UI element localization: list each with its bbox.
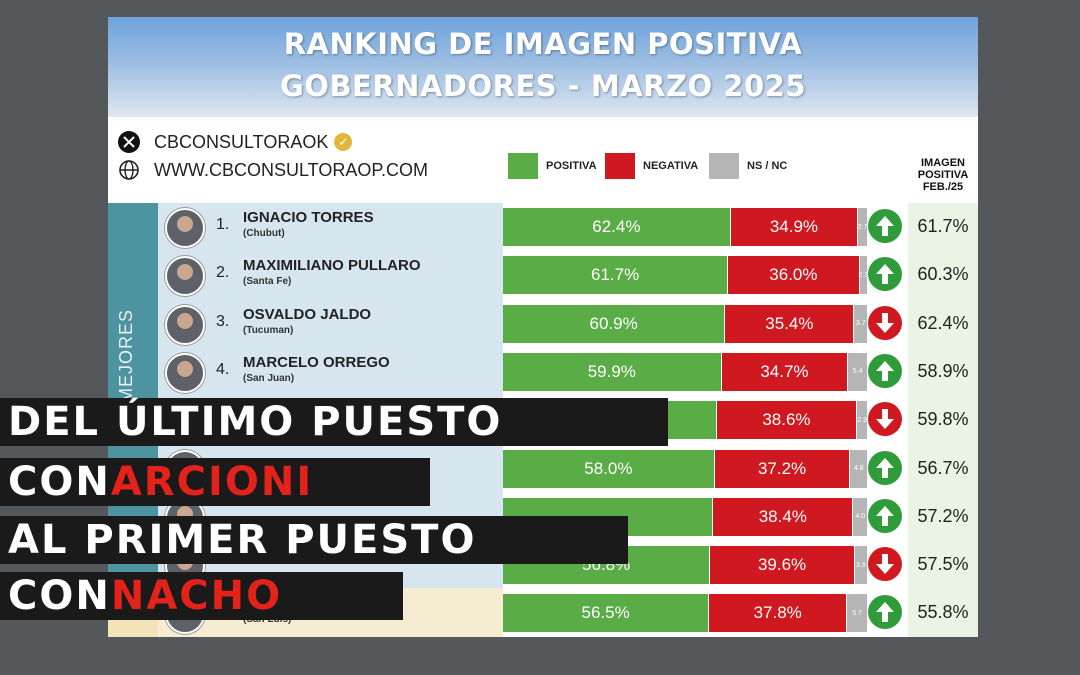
verified-badge-icon: ✓	[334, 133, 353, 151]
brand-website-row: WWW.CBCONSULTORAOP.COM	[118, 159, 428, 181]
legend-negative-swatch	[605, 153, 635, 179]
brand-handle-row: CBCONSULTORAOK ✓	[118, 131, 353, 153]
feb-value: 61.7%	[917, 216, 969, 236]
feb-value: 58.9%	[917, 360, 969, 381]
arrow-up-icon	[868, 450, 902, 485]
chart-row: 1. IGNACIO TORRES (Chubut) 62.4% 34.9% 2.7 61.…	[108, 203, 978, 251]
nsnc-bar: 2.7	[858, 208, 867, 246]
legend-nsnc-label: NS / NC	[747, 160, 788, 172]
positive-bar: 59.9%	[503, 352, 721, 391]
nsnc-bar: 3.6	[854, 546, 867, 585]
rank-number: 1.	[216, 216, 230, 233]
rank-number: 2.	[216, 264, 230, 282]
nsnc-bar: 5.4	[848, 352, 867, 391]
positive-bar: 62.4%	[503, 208, 730, 246]
caption-line-1-text: DEL ÚLTIMO PUESTO	[8, 399, 503, 445]
governor-province: (Tucuman)	[243, 324, 294, 336]
governor-name: MARCELO ORREGO	[243, 353, 390, 371]
caption-highlight-nacho: NACHO	[110, 573, 283, 619]
chart-row: 3. OSVALDO JALDO (Tucuman) 60.9% 35.4% 3.7 62.…	[108, 300, 978, 348]
negative-bar: 36.0%	[728, 256, 859, 295]
positive-bar: 58.0%	[503, 449, 714, 488]
governor-avatar	[165, 208, 205, 248]
caption-line-4-text: CON	[8, 573, 111, 619]
governor-name: OSVALDO JALDO	[243, 305, 372, 323]
nsnc-bar: 5.7	[847, 594, 867, 633]
governor-province: (San Juan)	[243, 372, 295, 384]
chart-row: 4. MARCELO ORREGO (San Juan) 59.9% 34.7% 5.4 5…	[108, 348, 978, 396]
feb-value: 60.3%	[917, 264, 969, 285]
legend-positive-label: POSITIVA	[546, 160, 597, 172]
negative-bar: 34.7%	[721, 352, 848, 391]
feb-value: 59.8%	[917, 409, 969, 430]
arrow-up-icon	[868, 257, 902, 292]
nsnc-bar: 3.7	[854, 304, 867, 343]
feb-column-header: IMAGEN POSITIVA FEB./25	[908, 157, 978, 193]
caption-line-2: CON ARCIONI	[0, 458, 430, 506]
arrow-up-icon	[868, 498, 902, 533]
caption-line-2-text: CON	[8, 459, 111, 505]
legend-nsnc: NS / NC	[709, 153, 787, 179]
legend-negative: NEGATIVA	[605, 153, 698, 179]
feb-header-line-2: POSITIVA	[917, 169, 969, 181]
caption-line-4: CON NACHO	[0, 572, 403, 620]
rank-number: 4.	[216, 360, 230, 378]
feb-column	[908, 203, 978, 637]
feb-value: 57.5%	[917, 554, 969, 575]
governor-name: IGNACIO TORRES	[243, 209, 374, 226]
governor-avatar	[165, 304, 205, 345]
legend-negative-label: NEGATIVA	[643, 160, 699, 172]
legend-positive: POSITIVA	[508, 153, 597, 179]
arrow-up-icon	[868, 353, 902, 388]
negative-bar: 39.6%	[710, 546, 854, 585]
negative-bar: 34.9%	[730, 208, 858, 246]
nsnc-bar: 2.3	[858, 256, 868, 295]
caption-line-1: DEL ÚLTIMO PUESTO	[0, 398, 668, 446]
negative-bar: 37.8%	[709, 594, 847, 633]
feb-header-line-1: IMAGEN	[921, 157, 965, 169]
arrow-down-icon	[868, 547, 902, 582]
brand-handle: CBCONSULTORAOK	[154, 131, 329, 152]
positive-bar: 60.9%	[503, 304, 725, 343]
chart-row: 2. MAXIMILIANO PULLARO (Santa Fe) 61.7% 36.0…	[108, 251, 978, 299]
chart-row: 56.8% 39.6% 3.6 57.5%	[108, 541, 978, 589]
rank-number: 3.	[216, 312, 230, 330]
title-line-1: RANKING DE IMAGEN POSITIVA	[283, 27, 803, 61]
brand-website: WWW.CBCONSULTORAOP.COM	[154, 159, 429, 180]
negative-bar: 38.4%	[713, 497, 853, 536]
legend-positive-swatch	[508, 153, 538, 179]
governor-province: (Chubut)	[243, 228, 285, 239]
legend-nsnc-swatch	[709, 153, 739, 179]
nsnc-bar: 4.0	[853, 497, 867, 536]
governor-avatar	[165, 256, 205, 297]
title-line-2: GOBERNADORES - MARZO 2025	[279, 69, 807, 103]
feb-value: 55.8%	[917, 602, 969, 623]
positive-bar: 56.5%	[503, 594, 709, 633]
arrow-down-icon	[868, 402, 902, 437]
caption-line-3: AL PRIMER PUESTO	[0, 516, 628, 564]
feb-value: 56.7%	[917, 457, 969, 478]
caption-line-3-text: AL PRIMER PUESTO	[8, 517, 477, 563]
arrow-down-icon	[868, 305, 902, 340]
feb-value: 62.4%	[917, 312, 969, 333]
governor-province: (Santa Fe)	[243, 276, 292, 288]
governor-name: MAXIMILIANO PULLARO	[243, 257, 421, 275]
negative-bar: 37.2%	[714, 449, 850, 488]
nsnc-bar: 4.8	[850, 449, 867, 488]
negative-bar: 38.6%	[716, 401, 857, 440]
caption-highlight-arcioni: ARCIONI	[110, 459, 314, 505]
governor-avatar	[165, 352, 205, 393]
title-banner: RANKING DE IMAGEN POSITIVA GOBERNADORES …	[108, 17, 978, 117]
nsnc-bar: 2.9	[857, 401, 867, 440]
header-band	[108, 117, 978, 203]
feb-value: 57.2%	[917, 505, 969, 526]
feb-header-line-3: FEB./25	[922, 181, 964, 193]
arrow-up-icon	[868, 595, 902, 630]
arrow-up-icon	[868, 209, 902, 243]
x-logo-icon	[118, 131, 140, 153]
positive-bar: 61.7%	[503, 256, 728, 295]
globe-icon	[118, 159, 140, 181]
negative-bar: 35.4%	[725, 304, 854, 343]
